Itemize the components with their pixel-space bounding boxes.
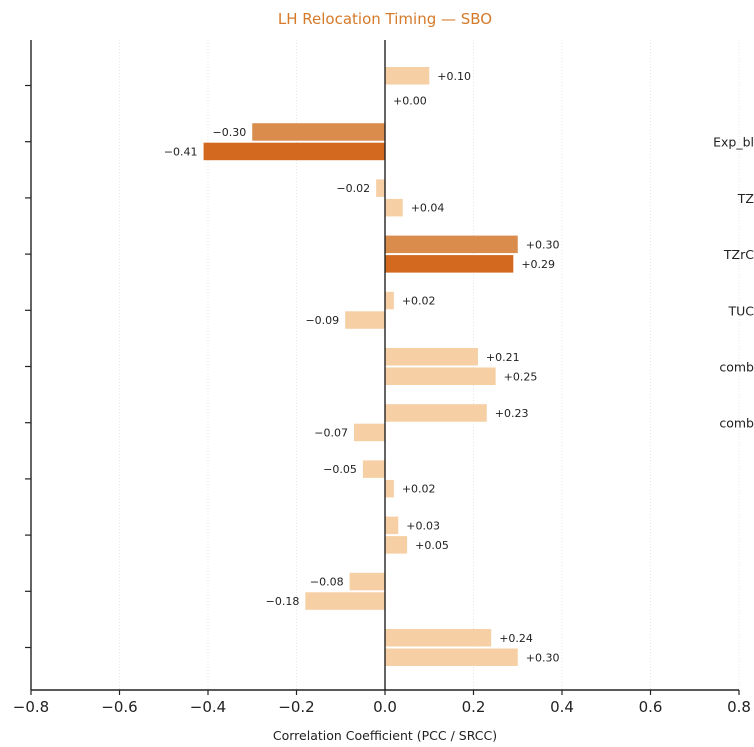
x-tick-label: −0.4: [190, 698, 226, 716]
bar-value-label: −0.05: [323, 463, 357, 476]
bar-labels: +0.10 +0.00 −0.30 −0.41 −0.02 +0.04 +0.30 +0.29…: [164, 70, 560, 665]
bar: [385, 536, 408, 554]
bar: [385, 198, 403, 217]
x-tick-label: 0.2: [462, 698, 486, 716]
bar: [385, 255, 514, 273]
x-tick-label: 0.4: [550, 698, 574, 716]
bar: [376, 179, 385, 197]
bar: [345, 311, 385, 329]
bar-value-label: +0.30: [526, 238, 560, 251]
category-label: TZ: [737, 191, 754, 206]
category-label: comb: [719, 360, 754, 375]
bar: [252, 123, 385, 141]
bar-value-label: −0.30: [213, 126, 247, 139]
bar-value-label: −0.07: [314, 426, 348, 439]
axes: −0.8 −0.6 −0.4 −0.2 0.0 0.2 0.4 0.6 0.8: [13, 40, 751, 716]
bar: [385, 235, 518, 254]
bar-value-label: −0.09: [305, 314, 339, 327]
bar-value-label: +0.05: [415, 539, 449, 552]
x-axis-label: Correlation Coefficient (PCC / SRCC): [273, 728, 497, 743]
x-tick-label: −0.8: [13, 698, 49, 716]
bar-value-label: +0.30: [526, 651, 560, 664]
category-label: TZrC: [723, 247, 754, 262]
category-label: comb: [719, 416, 754, 431]
bar-value-label: −0.08: [310, 576, 344, 589]
bar: [349, 572, 385, 591]
bar-value-label: +0.23: [495, 407, 529, 420]
bar-value-label: +0.10: [437, 70, 471, 83]
x-tick-label: 0.0: [373, 698, 397, 716]
x-tick-label: 0.6: [639, 698, 663, 716]
bar-value-label: −0.02: [336, 182, 370, 195]
bar-value-label: +0.21: [486, 351, 520, 364]
bar: [385, 479, 394, 498]
bar: [385, 648, 518, 666]
bar-value-label: +0.02: [402, 483, 436, 496]
bar: [385, 516, 399, 535]
bar: [362, 460, 385, 478]
bar-value-label: +0.25: [504, 370, 538, 383]
bar-value-label: +0.04: [411, 202, 445, 215]
bars: [203, 67, 518, 666]
bar: [385, 367, 496, 385]
category-label: Exp_bl: [713, 135, 754, 150]
bar-value-label: +0.02: [402, 295, 436, 308]
bar-value-label: +0.24: [499, 632, 533, 645]
bar: [385, 67, 430, 85]
x-tick-label: −0.6: [101, 698, 137, 716]
bar: [305, 592, 385, 610]
x-tick-label: 0.8: [727, 698, 751, 716]
bar-value-label: +0.00: [393, 94, 427, 107]
x-tick-label: −0.2: [278, 698, 314, 716]
category-labels: Exp_bl TZ TZrC TUC comb comb: [713, 135, 754, 431]
bar: [385, 291, 394, 310]
category-label: TUC: [727, 303, 754, 318]
bar: [203, 142, 385, 161]
bar: [385, 348, 478, 366]
bar: [354, 423, 385, 442]
bar: [385, 404, 487, 422]
chart-title: LH Relocation Timing — SBO: [278, 10, 492, 28]
bar-value-label: +0.03: [406, 519, 440, 532]
bar-value-label: −0.18: [266, 595, 300, 608]
bar-value-label: −0.41: [164, 145, 198, 158]
bar-value-label: +0.29: [521, 258, 555, 271]
bar: [385, 629, 492, 647]
